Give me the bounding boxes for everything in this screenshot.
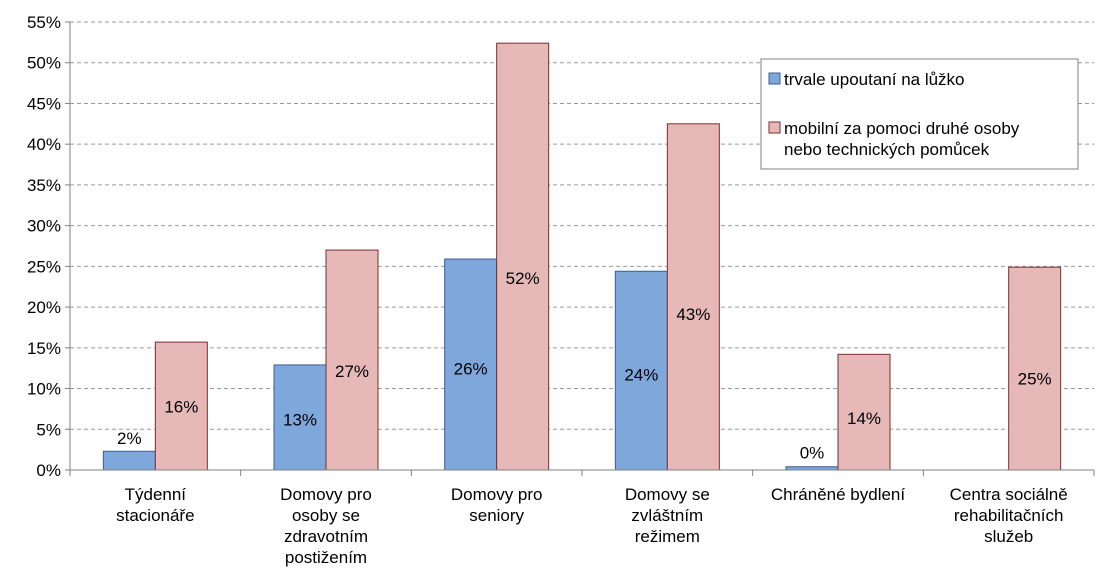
bar-series2 (154, 341, 208, 471)
data-labels: 2% 16% 13% 27% 26% 52% 24% 43% 0% 14% 25% (117, 269, 1052, 463)
y-tick-label: 45% (27, 94, 61, 113)
category-label: rehabilitačních (954, 506, 1064, 525)
data-label: 26% (454, 360, 488, 379)
legend: trvale upoutaní na lůžko mobilní za pomoc… (760, 58, 1079, 170)
category-label: stacionáře (116, 506, 194, 525)
y-tick-label: 20% (27, 298, 61, 317)
bar-series2 (1008, 266, 1062, 471)
bar-series2 (496, 42, 550, 471)
gridlines (70, 21, 1094, 430)
bar-series2 (325, 249, 379, 471)
legend-label: trvale upoutaní na lůžko (784, 70, 965, 89)
legend-label: mobilní za pomoci druhé osoby (784, 119, 1020, 138)
y-tick-label: 5% (36, 420, 61, 439)
legend-box (760, 58, 1079, 170)
legend-swatch (768, 121, 781, 134)
bar-series1 (102, 450, 156, 471)
x-axis: Týdenní stacionáře Domovy pro osoby se zdrav… (69, 469, 1095, 567)
y-tick-label: 55% (27, 13, 61, 32)
y-tick-label: 30% (27, 217, 61, 236)
data-label: 2% (117, 429, 142, 448)
category-label: režimem (635, 527, 700, 546)
category-label: zdravotním (284, 527, 368, 546)
bar-series1 (614, 270, 668, 471)
y-tick-label: 15% (27, 339, 61, 358)
y-tick-label: 25% (27, 257, 61, 276)
category-label: Domovy pro (451, 485, 543, 504)
y-tick-label: 40% (27, 135, 61, 154)
data-label: 24% (624, 366, 658, 385)
bars (102, 42, 1062, 471)
category-label: zvláštním (631, 506, 703, 525)
data-label: 16% (164, 397, 198, 416)
y-tick-label: 50% (27, 54, 61, 73)
legend-swatch (768, 72, 781, 85)
category-label: Chráněné bydlení (771, 485, 905, 504)
data-label: 25% (1018, 370, 1052, 389)
legend-label: nebo technických pomůcek (784, 140, 990, 159)
category-label: Domovy se (625, 485, 710, 504)
data-label: 0% (800, 444, 825, 463)
y-axis: 0% 5% 10% 15% 20% 25% 30% 35% 40% 45% 50% 55% (27, 13, 71, 480)
category-label: Centra sociálně (950, 485, 1068, 504)
bar-series1 (273, 364, 327, 471)
category-label: seniory (469, 506, 524, 525)
data-label: 43% (676, 305, 710, 324)
category-label: Týdenní (125, 485, 187, 504)
category-label: služeb (984, 527, 1033, 546)
category-label: osoby se (292, 506, 360, 525)
data-label: 52% (506, 269, 540, 288)
bar-series1 (444, 258, 498, 471)
data-label: 27% (335, 362, 369, 381)
category-label: Domovy pro (280, 485, 372, 504)
category-label: postižením (285, 548, 367, 567)
data-label: 14% (847, 409, 881, 428)
data-label: 13% (283, 411, 317, 430)
bar-series2 (666, 123, 720, 471)
y-tick-label: 35% (27, 176, 61, 195)
y-tick-label: 10% (27, 380, 61, 399)
y-tick-label: 0% (36, 461, 61, 480)
bar-series2 (837, 353, 891, 471)
